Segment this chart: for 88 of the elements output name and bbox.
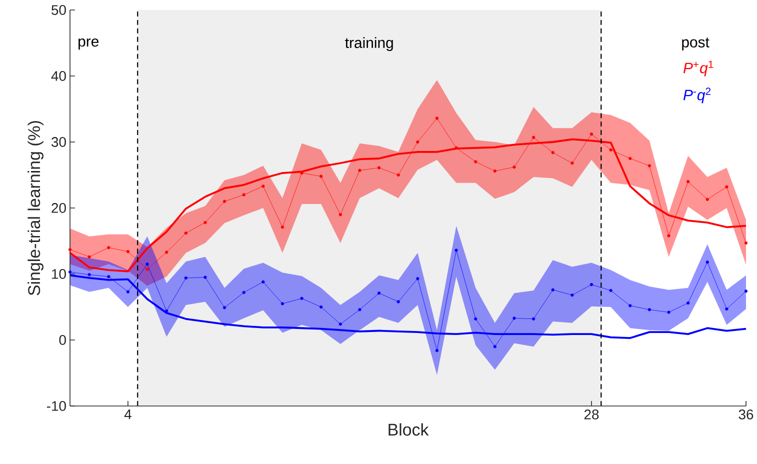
point <box>609 148 612 152</box>
point <box>126 290 130 294</box>
point <box>628 156 632 160</box>
point <box>648 308 652 312</box>
point <box>222 200 226 203</box>
y-tick-label: -10 <box>46 401 66 411</box>
point <box>107 275 110 278</box>
point <box>454 146 458 150</box>
point <box>358 168 362 172</box>
point <box>242 290 246 294</box>
point <box>416 140 420 144</box>
point <box>396 173 400 177</box>
x-tick-label: 28 <box>584 410 599 420</box>
point <box>358 308 362 312</box>
point <box>532 317 536 320</box>
point <box>706 198 709 202</box>
y-axis-title: Single-trial learning (%) <box>28 121 44 296</box>
annotation: pre <box>78 38 98 50</box>
point <box>532 136 536 139</box>
point <box>262 280 265 284</box>
point <box>648 164 652 168</box>
point <box>551 288 554 292</box>
point <box>377 166 381 170</box>
point <box>68 248 72 252</box>
point <box>628 304 632 308</box>
point <box>338 213 342 216</box>
point <box>416 277 420 280</box>
point <box>435 116 439 120</box>
point <box>300 296 304 300</box>
point <box>184 276 188 280</box>
point <box>590 282 594 286</box>
point <box>184 231 188 235</box>
point <box>609 288 612 292</box>
point <box>280 226 284 229</box>
x-tick-label: 36 <box>738 410 754 420</box>
point <box>590 132 594 136</box>
x-axis-title: Block <box>388 423 429 436</box>
y-tick-label: 20 <box>52 203 66 213</box>
point <box>396 300 400 304</box>
point <box>512 165 516 169</box>
y-tick-label: 10 <box>52 269 66 279</box>
point <box>338 322 342 326</box>
annotation: post <box>682 38 710 50</box>
point <box>686 180 690 184</box>
point <box>551 150 554 154</box>
x-tick-label: 4 <box>124 410 132 420</box>
point <box>164 309 168 313</box>
y-tick-label: 30 <box>51 137 66 147</box>
point <box>204 276 207 279</box>
point <box>68 270 72 274</box>
point <box>146 268 149 271</box>
point <box>262 184 265 188</box>
point <box>667 234 670 238</box>
point <box>474 160 478 164</box>
point <box>744 290 748 293</box>
text: P$^{+}$q$^{1}$ <box>683 60 714 76</box>
text: P$^{-}$q$^{2}$ <box>683 88 711 104</box>
point <box>435 348 439 352</box>
point <box>222 306 226 310</box>
point <box>164 250 168 254</box>
point <box>725 307 728 311</box>
band-label: training <box>345 37 393 52</box>
point <box>319 174 323 178</box>
point <box>146 262 149 266</box>
point <box>107 246 110 250</box>
point <box>725 185 728 188</box>
point <box>512 316 516 320</box>
point <box>126 250 130 254</box>
y-tick-label: 50 <box>52 5 66 15</box>
y-tick-label: 0 <box>59 335 66 345</box>
point <box>377 292 381 295</box>
point <box>319 305 323 309</box>
point <box>667 310 670 314</box>
point <box>280 302 284 306</box>
point <box>706 260 709 264</box>
point <box>88 255 91 258</box>
point <box>744 241 748 245</box>
point <box>570 294 574 297</box>
point <box>454 248 458 252</box>
point <box>686 301 690 305</box>
point <box>88 273 91 276</box>
point <box>242 193 246 196</box>
point <box>474 317 478 320</box>
point <box>493 169 497 173</box>
y-tick-label: 40 <box>51 71 66 81</box>
point <box>204 220 207 224</box>
point <box>570 162 574 165</box>
point <box>493 345 497 348</box>
